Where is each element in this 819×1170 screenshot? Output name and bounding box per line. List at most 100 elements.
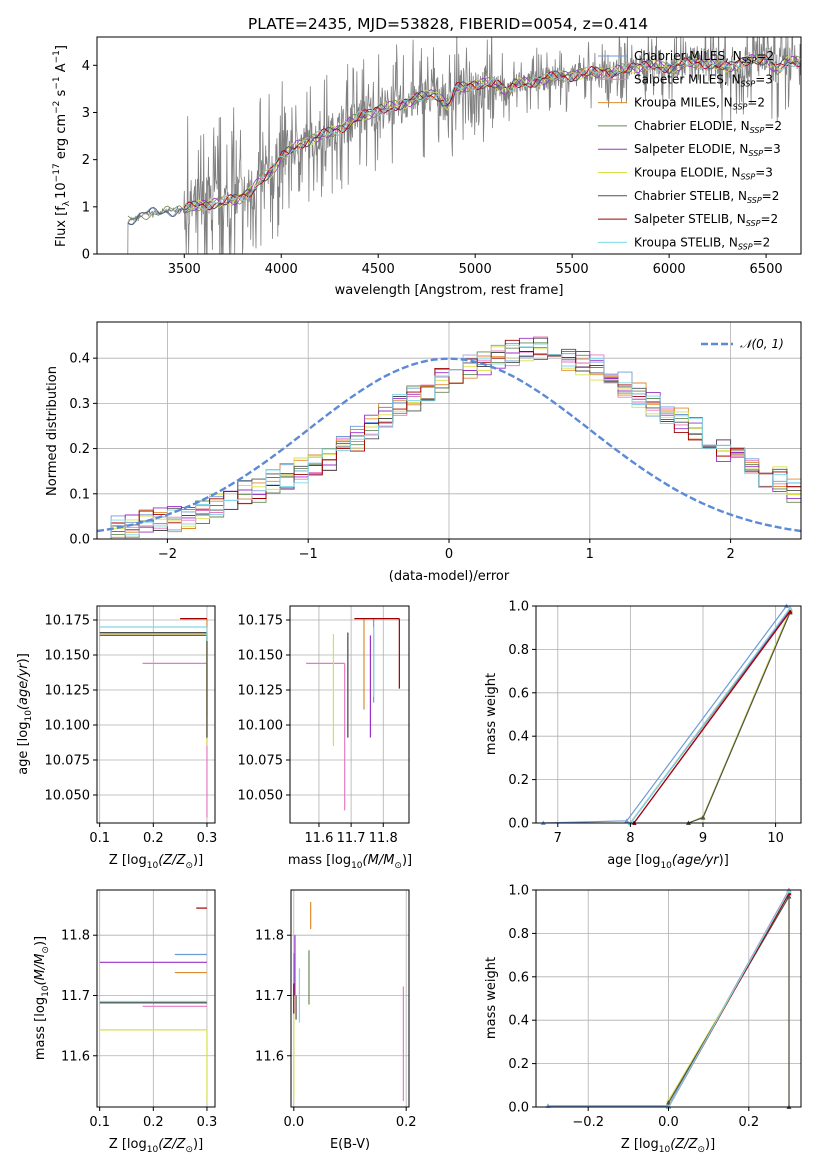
residual-ylabel: Normed distribution <box>45 366 60 496</box>
ylabel-sub: 10 <box>24 710 34 722</box>
x-tick-label: 11.6 <box>304 831 333 846</box>
mass-weight-marker <box>700 815 706 820</box>
legend-subscript: SSP <box>747 196 762 205</box>
y-tick-label: 10.100 <box>238 719 284 734</box>
age-vs-z-frame <box>96 605 216 824</box>
ylabel-part: Flux [f <box>54 206 69 247</box>
ylabel-part: A <box>54 63 69 76</box>
legend-label: Kroupa MILES, NSSP=2 <box>634 96 765 112</box>
residual-histogram <box>97 339 801 539</box>
ylabel-part: −17 <box>52 163 62 182</box>
mass-weight-marker <box>787 605 793 611</box>
legend-series-name: Kroupa STELIB, N <box>634 235 738 249</box>
ylabel-part: −2 <box>52 101 62 114</box>
y-tick-label: 0.8 <box>508 927 529 942</box>
x-tick-label: 5500 <box>556 262 589 277</box>
xlabel-sub: 10 <box>147 1145 159 1155</box>
x-tick-label: 0.2 <box>396 1115 417 1130</box>
legend-nssp: =3 <box>755 72 773 86</box>
y-tick-label: 11.7 <box>61 989 90 1004</box>
y-tick-label: 0.4 <box>508 730 529 745</box>
spectrum-panel: 3500 4000 4500 5000 5500 6000 6500 0 1 2 3 4 wavele… <box>52 36 802 298</box>
y-tick-label: 10.100 <box>45 719 91 734</box>
model-spectrum-line <box>127 56 801 226</box>
y-tick-label: 0.0 <box>508 817 529 832</box>
model-spectrum-line <box>184 54 801 211</box>
age-vs-z-ylabel: age [log10(age/yr)] <box>16 653 34 775</box>
y-tick-label: 1.0 <box>508 600 529 615</box>
mass-weight-line <box>543 605 787 824</box>
mass-vs-z-frame <box>96 889 216 1108</box>
age-vs-mass-xlabel: mass [log10(M/M⊙)] <box>288 853 412 871</box>
legend-subscript: SSP <box>741 79 756 88</box>
legend-series-name: Kroupa MILES, N <box>634 96 733 110</box>
residual-histogram <box>97 343 801 539</box>
xlabel-rest: )] <box>719 853 729 868</box>
xlabel-rest: (Z/Z <box>670 1137 698 1152</box>
x-tick-label: 8 <box>626 831 634 846</box>
legend-subscript: SSP <box>746 219 761 228</box>
xlabel-text: age [log <box>607 853 660 868</box>
x-tick-label: 5000 <box>459 262 492 277</box>
mass-vs-z-ylabel: mass [log10(M/M⊙)] <box>33 936 51 1060</box>
y-tick-label: 10.050 <box>238 789 284 804</box>
x-tick-label: 11.8 <box>369 831 398 846</box>
ylabel-rest: )] <box>33 936 48 946</box>
legend-label: Salpeter ELODIE, NSSP=3 <box>634 142 781 158</box>
x-tick-label: 6500 <box>750 262 783 277</box>
xlabel-text: Z [log <box>621 1137 659 1152</box>
y-tick-label: 11.6 <box>61 1049 90 1064</box>
residual-xlabel: (data-model)/error <box>389 569 510 584</box>
legend-series-name: Chabrier ELODIE, N <box>634 119 750 133</box>
xlabel-sub: ⊙ <box>697 1145 705 1155</box>
y-tick-label: 10.050 <box>45 789 91 804</box>
legend-label: Kroupa STELIB, NSSP=2 <box>634 235 770 251</box>
ylabel-rest: )] <box>16 653 31 663</box>
xlabel-sub: ⊙ <box>185 1145 193 1155</box>
y-tick-label: 10.175 <box>45 614 91 629</box>
x-tick-label: 3500 <box>168 262 201 277</box>
xlabel-rest: (Z/Z <box>158 1137 186 1152</box>
x-tick-label: 0.0 <box>283 1115 304 1130</box>
age-vs-mass-panel: 11.6 11.7 11.8 10.050 10.075 10.100 10.125 10.1… <box>238 605 412 871</box>
ylabel-sub: ⊙ <box>41 946 51 954</box>
weight-vs-z-xlabel: Z [log10(Z/Z⊙)] <box>621 1137 715 1155</box>
legend-nssp: =2 <box>764 119 782 133</box>
legend-nssp: =3 <box>763 142 781 156</box>
x-tick-label: 4500 <box>362 262 395 277</box>
mass-vs-z-xlabel: Z [log10(Z/Z⊙)] <box>109 1137 203 1155</box>
mass-weight-marker <box>786 888 792 894</box>
x-tick-label: 0.0 <box>658 1115 679 1130</box>
legend-series-name: Chabrier MILES, N <box>634 49 742 63</box>
y-tick-label: 10.150 <box>238 649 284 664</box>
y-tick-label: 0.4 <box>508 1014 529 1029</box>
x-tick-label: −2 <box>158 547 177 562</box>
y-tick-label: 10.125 <box>238 684 284 699</box>
y-tick-label: 4 <box>82 59 90 74</box>
y-tick-label: 0.1 <box>69 487 90 502</box>
xlabel-rest: )] <box>402 853 412 868</box>
xlabel-rest: (M/M <box>363 853 395 868</box>
xlabel-rest: (age/yr <box>672 853 720 868</box>
x-tick-label: 10 <box>767 831 784 846</box>
xlabel-text: Z [log <box>109 1137 147 1152</box>
mass-weight-marker <box>624 818 630 823</box>
xlabel-text: Z [log <box>109 853 147 868</box>
y-tick-label: 0.2 <box>508 1057 529 1072</box>
x-tick-label: 0.2 <box>143 1115 164 1130</box>
mass-vs-ebv-xlabel: E(B-V) <box>330 1137 370 1152</box>
legend-label: Kroupa ELODIE, NSSP=3 <box>634 166 773 182</box>
y-tick-label: 3 <box>82 106 90 121</box>
spectrum-frame <box>96 36 802 255</box>
x-tick-label: 0.3 <box>197 1115 218 1130</box>
weight-vs-z-ylabel: mass weight <box>484 957 499 1039</box>
mass-vs-z-panel: 0.1 0.2 0.311.611.711.8 Z [log10(Z/Z⊙)] ma… <box>33 889 218 1155</box>
ylabel-part: 10 <box>54 182 69 199</box>
weight-vs-age-xlabel: age [log10(age/yr)] <box>607 853 729 871</box>
legend-subscript: SSP <box>750 126 765 135</box>
legend-nssp: =2 <box>756 49 774 63</box>
y-tick-label: 11.7 <box>255 989 284 1004</box>
mass-weight-line <box>667 890 790 1108</box>
y-tick-label: 10.125 <box>45 684 91 699</box>
legend-nssp: =2 <box>753 235 771 249</box>
